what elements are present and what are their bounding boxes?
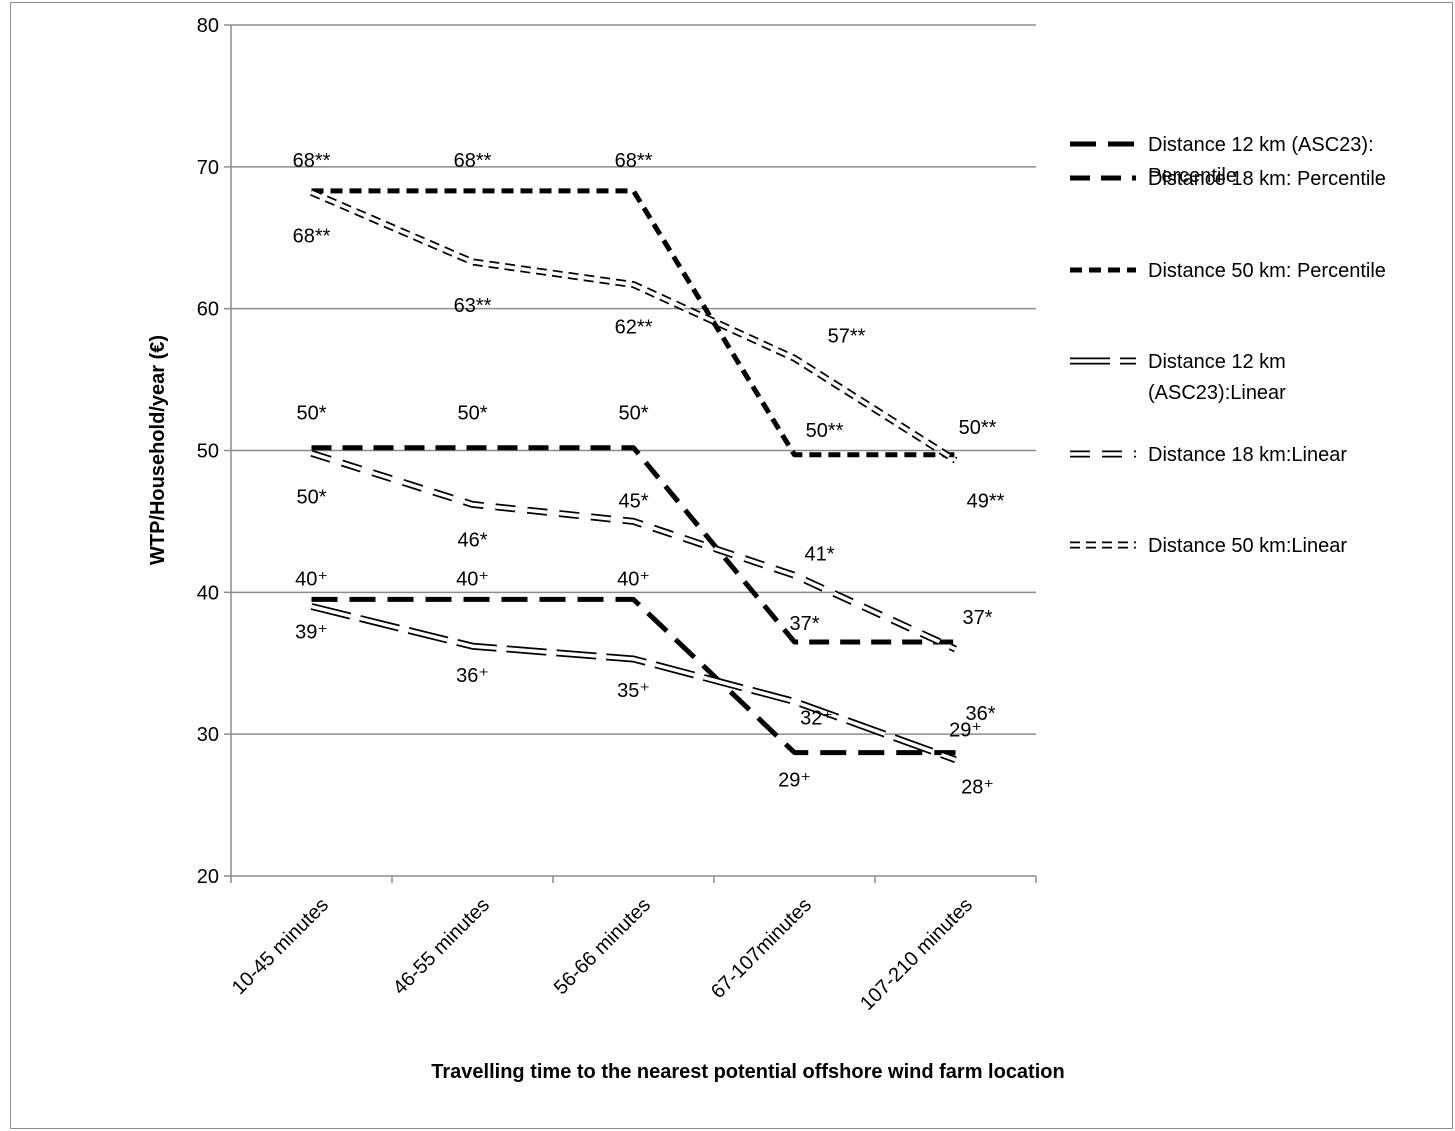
legend-item: Distance 50 km:Linear xyxy=(1070,535,1347,557)
legend-label-line: (ASC23):Linear xyxy=(1148,382,1286,404)
data-label: 50** xyxy=(959,417,997,439)
series-1 xyxy=(311,596,956,756)
legend-label: Distance 18 km:Linear xyxy=(1148,444,1347,466)
data-label: 68** xyxy=(293,150,331,172)
legend-item: Distance 12 km (ASC23):Linear xyxy=(1070,351,1286,404)
y-tick-label: 30 xyxy=(197,724,219,746)
data-label: 50* xyxy=(457,403,487,425)
data-label: 68** xyxy=(615,150,653,172)
y-tick-label: 40 xyxy=(197,582,219,604)
data-label: 35⁺ xyxy=(617,680,650,702)
legend: Distance 12 km (ASC23): PercentileDistanc… xyxy=(1070,134,1386,557)
legend-label-line: Distance 12 km xyxy=(1148,351,1286,373)
legend-item: Distance 18 km: Percentile xyxy=(1070,168,1386,190)
legend-item: Distance 18 km:Linear xyxy=(1070,444,1347,466)
series-line xyxy=(311,445,956,645)
data-label: 32⁺ xyxy=(800,708,833,730)
series-line-inner xyxy=(310,190,957,462)
data-label: 39⁺ xyxy=(295,622,328,644)
data-label: 50* xyxy=(618,403,648,425)
legend-label-line: Distance 12 km (ASC23): xyxy=(1148,134,1374,156)
legend-item: Distance 50 km: Percentile xyxy=(1070,260,1386,282)
series-line-inner xyxy=(310,451,957,651)
data-label: 45* xyxy=(618,490,648,512)
legend-label-line: Percentile xyxy=(1148,165,1237,187)
legend-label: Distance 12 km (ASC23): Percentile xyxy=(1148,134,1374,187)
y-axis-title: WTP/Household/year (€) xyxy=(147,335,169,565)
series-line xyxy=(311,596,956,756)
series-6 xyxy=(310,189,958,464)
legend-label-line: Distance 50 km:Linear xyxy=(1148,535,1347,557)
data-label: 46* xyxy=(457,529,487,551)
data-label: 40⁺ xyxy=(295,568,328,590)
data-label: 68** xyxy=(454,150,492,172)
data-label: 40⁺ xyxy=(456,568,489,590)
gridlines xyxy=(231,24,1036,735)
y-tick-label: 60 xyxy=(197,299,219,321)
data-label: 29⁺ xyxy=(949,720,982,742)
data-labels: 40⁺ 40⁺ 40⁺ 29⁺ 29⁺ 50* 50* 50* 37* 37* 68** 68** 68… xyxy=(293,150,1005,799)
y-tick-label: 70 xyxy=(197,157,219,179)
data-label: 57** xyxy=(828,325,866,347)
legend-label: Distance 50 km:Linear xyxy=(1148,535,1347,557)
legend-label-line: Distance 18 km: Percentile xyxy=(1148,168,1386,190)
data-label: 41* xyxy=(804,543,834,565)
data-label: 68** xyxy=(293,225,331,247)
x-tick-label: 67-107minutes xyxy=(707,894,816,1003)
legend-label: Distance 18 km: Percentile xyxy=(1148,168,1386,190)
data-label: 40⁺ xyxy=(617,568,650,590)
data-label: 49** xyxy=(967,490,1005,512)
data-label: 50* xyxy=(296,403,326,425)
y-tick-label: 20 xyxy=(197,866,219,888)
legend-label: Distance 50 km: Percentile xyxy=(1148,260,1386,282)
series-3 xyxy=(311,188,956,458)
data-label: 29⁺ xyxy=(778,770,811,792)
y-tick-label: 50 xyxy=(197,441,219,463)
data-label: 50* xyxy=(296,486,326,508)
series-4 xyxy=(310,603,957,763)
x-tick-label: 46-55 minutes xyxy=(389,894,494,999)
legend-label: Distance 12 km (ASC23):Linear xyxy=(1148,351,1286,404)
series-line-inner xyxy=(311,604,957,762)
legend-item: Distance 12 km (ASC23): Percentile xyxy=(1070,134,1374,187)
series-5 xyxy=(310,449,957,653)
series-lines xyxy=(310,188,958,763)
data-label: 37* xyxy=(789,613,819,635)
data-label: 36⁺ xyxy=(456,665,489,687)
x-tick-label: 107-210 minutes xyxy=(856,894,977,1015)
data-label: 50** xyxy=(806,420,844,442)
x-tick-label: 56-66 minutes xyxy=(550,894,655,999)
series-2 xyxy=(311,445,956,645)
legend-label-line: Distance 18 km:Linear xyxy=(1148,444,1347,466)
data-label: 28⁺ xyxy=(961,777,994,799)
data-label: 63** xyxy=(454,295,492,317)
legend-label-line: Distance 50 km: Percentile xyxy=(1148,260,1386,282)
series-line xyxy=(311,188,956,458)
data-label: 36* xyxy=(965,703,995,725)
x-tick-label: 10-45 minutes xyxy=(228,894,333,999)
y-tick-label: 80 xyxy=(197,15,219,37)
data-label: 62** xyxy=(615,317,653,339)
x-axis-title: Travelling time to the nearest potential… xyxy=(431,1061,1064,1083)
data-label: 37* xyxy=(962,607,992,629)
